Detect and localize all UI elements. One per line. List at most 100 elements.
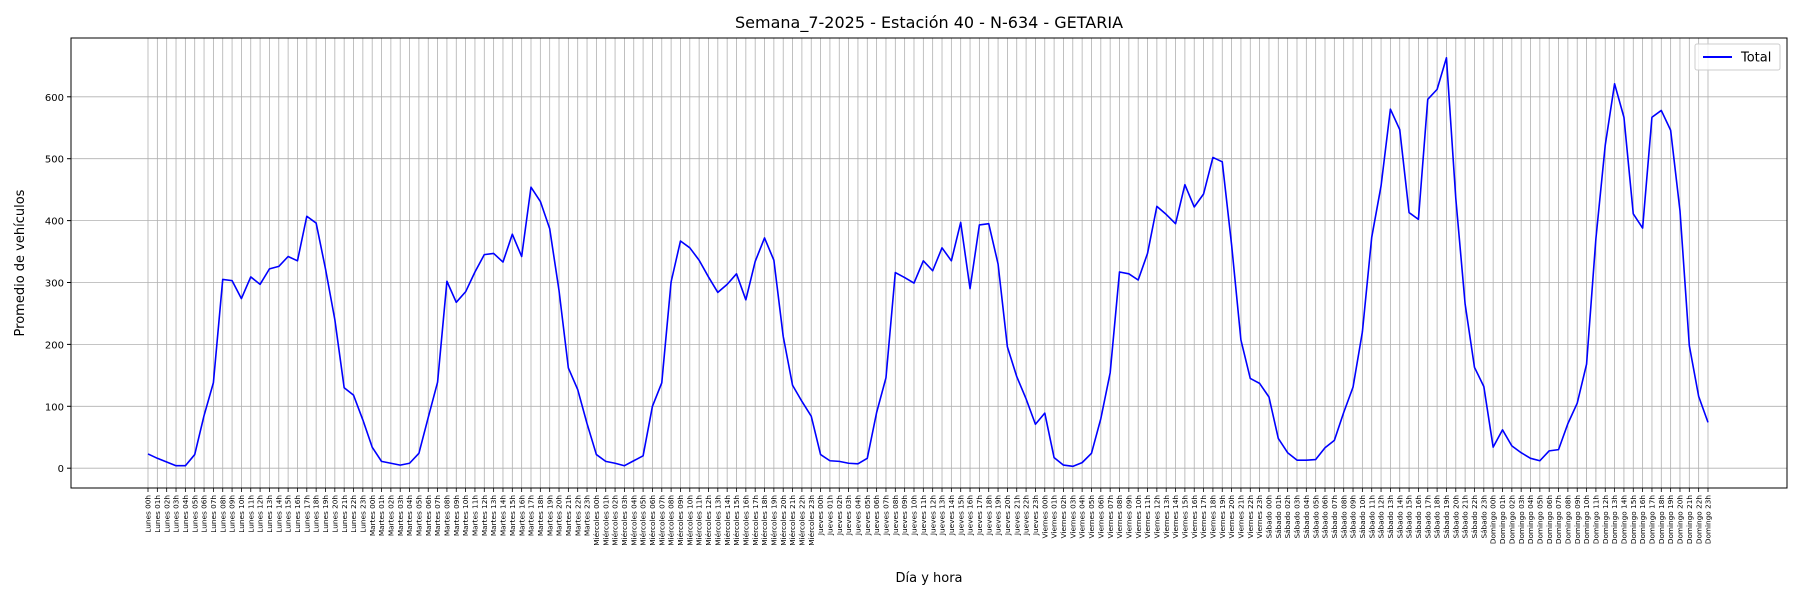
y-tick-label: 100: [45, 402, 64, 413]
plot-frame: [70, 37, 1788, 489]
x-tick-label: Martes 19h: [545, 495, 554, 536]
x-tick-label: Sábado 06h: [1321, 495, 1330, 539]
x-tick-label: Jueves 07h: [882, 495, 891, 536]
x-tick-label: Jueves 08h: [891, 495, 900, 536]
x-tick-label: Domingo 17h: [1648, 495, 1657, 544]
x-tick-label: Martes 16h: [517, 495, 526, 536]
x-tick-label: Domingo 00h: [1489, 495, 1498, 544]
x-tick-label: Sábado 11h: [1367, 495, 1376, 539]
x-tick-label: Jueves 11h: [919, 495, 928, 536]
x-tick-label: Sábado 23h: [1479, 495, 1488, 539]
legend-label: Total: [1740, 51, 1771, 66]
x-tick-label: Jueves 10h: [910, 495, 919, 536]
x-tick-label: Sábado 10h: [1358, 495, 1367, 539]
x-tick-label: Domingo 11h: [1592, 495, 1601, 544]
chart-title: Semana_7-2025 - Estación 40 - N-634 - GE…: [735, 13, 1123, 33]
x-tick-label: Domingo 05h: [1535, 495, 1544, 544]
x-tick-label: Domingo 03h: [1517, 495, 1526, 544]
x-tick-label: Viernes 07h: [1106, 495, 1115, 538]
x-tick-label: Lunes 22h: [349, 495, 358, 533]
x-tick-label: Jueves 22h: [1022, 495, 1031, 536]
y-tick-label: 500: [45, 155, 64, 166]
x-tick-label: Viernes 08h: [1115, 495, 1124, 538]
x-tick-label: Domingo 18h: [1657, 495, 1666, 544]
x-tick-label: Miércoles 06h: [648, 495, 657, 546]
x-tick-label: Martes 22h: [573, 495, 582, 536]
x-tick-label: Jueves 20h: [1003, 495, 1012, 536]
x-tick-label: Martes 21h: [564, 495, 573, 536]
x-tick-label: Viernes 16h: [1190, 495, 1199, 538]
x-tick-label: Sábado 05h: [1311, 495, 1320, 539]
x-tick-label: Miércoles 15h: [732, 495, 741, 546]
x-tick-label: Sábado 02h: [1283, 495, 1292, 539]
x-tick-label: Sábado 14h: [1395, 495, 1404, 539]
x-tick-label: Lunes 16h: [293, 495, 302, 533]
x-tick-label: Lunes 10h: [237, 495, 246, 533]
x-tick-label: Viernes 03h: [1068, 495, 1077, 538]
x-tick-label: Miércoles 07h: [657, 495, 666, 546]
x-tick-label: Miércoles 22h: [797, 495, 806, 546]
x-tick-label: Lunes 14h: [274, 495, 283, 533]
x-tick-label: Viernes 00h: [1040, 495, 1049, 538]
x-tick-label: Viernes 01h: [1050, 495, 1059, 538]
x-tick-label: Viernes 18h: [1209, 495, 1218, 538]
x-tick-label: Viernes 15h: [1180, 495, 1189, 538]
x-tick-label: Martes 02h: [386, 495, 395, 536]
x-tick-label: Martes 08h: [443, 495, 452, 536]
x-tick-label: Domingo 22h: [1694, 495, 1703, 544]
x-tick-label: Domingo 08h: [1563, 495, 1572, 544]
x-tick-label: Viernes 23h: [1255, 495, 1264, 538]
x-tick-label: Viernes 02h: [1059, 495, 1068, 538]
x-tick-label: Domingo 14h: [1620, 495, 1629, 544]
x-tick-label: Jueves 02h: [835, 495, 844, 536]
x-tick-label: Viernes 12h: [1152, 495, 1161, 538]
x-tick-label: Domingo 04h: [1526, 495, 1535, 544]
x-tick-label: Martes 05h: [414, 495, 423, 536]
x-tick-label: Miércoles 21h: [788, 495, 797, 546]
x-tick-label: Sábado 12h: [1377, 495, 1386, 539]
x-tick-label: Jueves 00h: [816, 495, 825, 536]
x-tick-label: Miércoles 11h: [695, 495, 704, 546]
x-tick-label: Lunes 09h: [228, 495, 237, 533]
x-tick-label: Lunes 15h: [284, 495, 293, 533]
x-tick-label: Domingo 15h: [1629, 495, 1638, 544]
x-tick-label: Jueves 12h: [928, 495, 937, 536]
x-tick-label: Lunes 04h: [181, 495, 190, 533]
y-tick-label: 600: [45, 93, 64, 104]
x-tick-label: Jueves 16h: [966, 495, 975, 536]
x-tick-label: Miércoles 03h: [620, 495, 629, 546]
x-tick-label: Domingo 13h: [1610, 495, 1619, 544]
x-tick-label: Lunes 07h: [209, 495, 218, 533]
x-tick-label: Sábado 19h: [1442, 495, 1451, 539]
x-tick-label: Domingo 09h: [1573, 495, 1582, 544]
x-tick-label: Martes 04h: [405, 495, 414, 536]
x-tick-label: Domingo 19h: [1666, 495, 1675, 544]
x-tick-label: Lunes 03h: [172, 495, 181, 533]
x-tick-label: Miércoles 01h: [601, 495, 610, 546]
x-tick-label: Sábado 03h: [1293, 495, 1302, 539]
x-tick-label: Sábado 04h: [1302, 495, 1311, 539]
x-tick-label: Domingo 23h: [1704, 495, 1713, 544]
grid: [71, 38, 1787, 488]
x-tick-label: Lunes 17h: [302, 495, 311, 533]
x-tick-label: Martes 00h: [368, 495, 377, 536]
x-tick-label: Martes 10h: [461, 495, 470, 536]
x-tick-label: Lunes 21h: [340, 495, 349, 533]
x-tick-label: Martes 06h: [424, 495, 433, 536]
y-axis-label: Promedio de vehículos: [13, 189, 28, 336]
x-tick-label: Sábado 20h: [1451, 495, 1460, 539]
x-tick-label: Viernes 17h: [1199, 495, 1208, 538]
x-tick-label: Martes 23h: [583, 495, 592, 536]
x-tick-label: Sábado 08h: [1339, 495, 1348, 539]
y-axis: 0 100 200 300 400 500 600: [45, 93, 71, 475]
x-tick-label: Miércoles 16h: [741, 495, 750, 546]
y-tick-label: 200: [45, 340, 64, 351]
x-tick-label: Martes 14h: [499, 495, 508, 536]
x-tick-label: Lunes 05h: [190, 495, 199, 533]
legend: Total: [1694, 43, 1781, 71]
x-tick-label: Jueves 05h: [863, 495, 872, 536]
x-tick-label: Lunes 13h: [265, 495, 274, 533]
x-tick-label: Lunes 02h: [162, 495, 171, 533]
x-tick-label: Martes 13h: [489, 495, 498, 536]
x-tick-label: Miércoles 18h: [760, 495, 769, 546]
